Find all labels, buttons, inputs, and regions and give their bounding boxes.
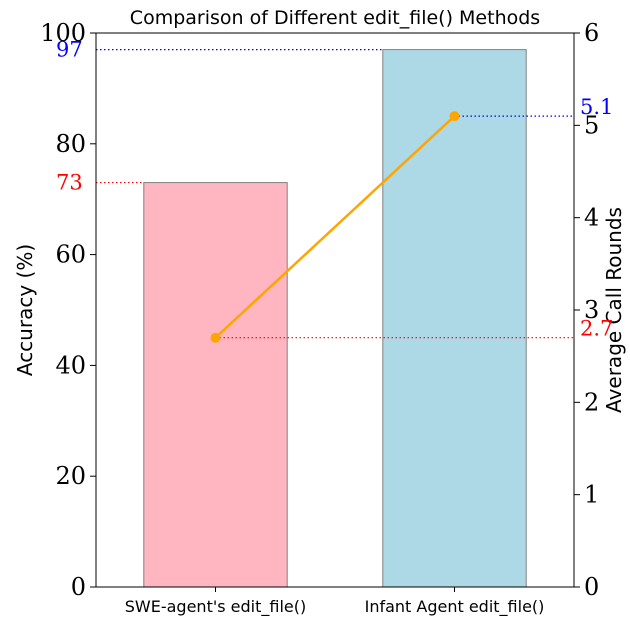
y-tick-label-right: 0 <box>584 573 599 601</box>
y-tick-label-left: 100 <box>40 19 86 47</box>
y-axis-left-label: Accuracy (%) <box>13 244 37 376</box>
bar <box>382 49 527 588</box>
y-tick-label-right: 3 <box>584 296 599 324</box>
bar-value-label: 73 <box>56 171 83 195</box>
y-tick-label-left: 40 <box>55 351 86 379</box>
y-tick-label-right: 4 <box>584 204 599 232</box>
line-value-label: 5.1 <box>580 95 613 119</box>
x-tick-label: Infant Agent edit_file() <box>365 597 545 617</box>
y-axis-right-label: Average Call Rounds <box>602 207 626 413</box>
y-tick-label-right: 1 <box>584 481 599 509</box>
y-tick-label-left: 0 <box>71 573 86 601</box>
y-tick-label-left: 20 <box>55 462 86 490</box>
plot-area: 73 97 2.7 5.1 0 20 40 60 80 100 0 1 2 3 4 5 6 SWE-agent's… <box>40 19 613 617</box>
y-tick-label-right: 5 <box>584 111 599 139</box>
x-tick-label: SWE-agent's edit_file() <box>125 597 306 617</box>
line-series <box>214 115 456 339</box>
line-point <box>210 332 221 343</box>
y-tick-label-left: 60 <box>55 241 86 269</box>
y-tick-label-right: 6 <box>584 19 599 47</box>
bar-value-label: 97 <box>56 38 83 62</box>
chart-title: Comparison of Different edit_file() Meth… <box>130 7 540 29</box>
line-point <box>449 111 460 122</box>
y-tick-label-right: 2 <box>584 388 599 416</box>
line-value-label: 2.7 <box>580 317 613 341</box>
y-tick-label-left: 80 <box>55 130 86 158</box>
bar <box>143 182 288 588</box>
